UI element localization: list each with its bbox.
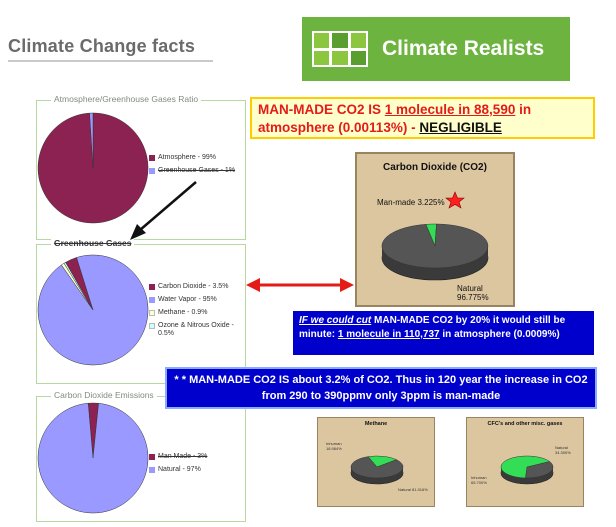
star-icon (445, 191, 465, 209)
legend-swatch (149, 155, 155, 161)
legend-label: Atmosphere - 99% (158, 154, 216, 161)
legend-label: Ozone & Nitrous Oxide - 0.5% (158, 322, 234, 337)
double-arrow-right-head (340, 278, 354, 292)
co2-man-made-label: Man-made 3.225% (377, 198, 445, 207)
co2-emissions-legend: Man Made - 3% Natural - 97% (149, 453, 244, 479)
man-made-line-1: MAN-MADE CO2 IS 1 molecule in 88,590 in (258, 101, 587, 119)
legend-item: Man Made - 3% (149, 453, 244, 461)
legend-swatch (149, 168, 155, 174)
cut-co2-message: IF we could cut MAN-MADE CO2 by 20% it w… (293, 311, 594, 355)
methane-thumbnail-title: Methane (364, 421, 388, 427)
legend-item: Natural - 97% (149, 466, 244, 474)
cfc-pie-slice-1 (525, 461, 554, 479)
greenhouse-legend: Carbon Dioxide - 3.5% Water Vapor - 95% … (149, 283, 244, 343)
greenhouse-pie-slice-2 (37, 254, 149, 366)
atmosphere-pie-slice-2 (89, 112, 94, 169)
message-text: 1 molecule in 88,590 (384, 102, 516, 117)
legend-label: Natural - 97% (158, 466, 201, 473)
methane-inhuman-label: Inhuman 18.984% (326, 441, 342, 451)
double-arrow-left-head (246, 278, 260, 292)
message-text: MAN-MADE CO2 IS (258, 102, 385, 117)
legend-swatch (149, 467, 155, 473)
man-made-percent-note: * * MAN-MADE CO2 IS about 3.2% of CO2. T… (165, 367, 597, 409)
atmosphere-panel-title: Atmosphere/Greenhouse Gases Ratio (51, 94, 202, 104)
methane-pie-slice-2 (350, 456, 404, 479)
legend-label: Methane - 0.9% (158, 309, 208, 316)
message-text: 1 molecule in 110,737 (337, 328, 440, 340)
co2-natural-text: Natural 96.775% (457, 284, 489, 302)
cfc-thumbnail-title: CFC's and other misc. gases (487, 421, 563, 427)
message-text: IF we could cut (299, 315, 372, 326)
legend-item: Water Vapor - 95% (149, 296, 244, 304)
message-text: MAN-MADE CO2 by 20% it would still be mi… (299, 315, 566, 340)
title-underline (8, 60, 213, 62)
atmosphere-legend: Atmosphere - 99% Greenhouse Gases - 1% (149, 154, 244, 180)
cfc-inhuman-label: Inhuman 65.700% (471, 475, 487, 485)
co2-emissions-pie-slice-2 (37, 402, 149, 514)
legend-item: Ozone & Nitrous Oxide - 0.5% (149, 322, 244, 338)
climate-realists-logo[interactable]: Climate Realists (302, 17, 570, 81)
message-text: atmosphere (0.00113%) - (258, 120, 420, 135)
legend-item: Atmosphere - 99% (149, 154, 244, 162)
legend-label: Man Made - 3% (158, 453, 208, 460)
page-title: Climate Change facts (8, 36, 196, 56)
co2-chart-title: Carbon Dioxide (CO2) (383, 162, 487, 173)
logo-text: Climate Realists (382, 37, 545, 60)
legend-item: Methane - 0.9% (149, 309, 244, 317)
legend-item: Greenhouse Gases - 1% (149, 167, 244, 175)
message-text: NEGLIGIBLE (419, 120, 502, 135)
legend-swatch (149, 297, 155, 303)
cfc-natural-label: Natural 34.300% (555, 445, 571, 455)
logo-grid-icon (312, 31, 368, 67)
legend-item: Carbon Dioxide - 3.5% (149, 283, 244, 291)
co2-man-made-text: Man-made 3.225% (377, 198, 445, 207)
co2-natural-label: Natural 96.775% (457, 284, 513, 302)
methane-natural-label: Natural 81.016% (398, 487, 428, 492)
cfc-pie-slice-2 (500, 455, 551, 479)
greenhouse-pie-slice-4 (63, 262, 94, 311)
connector-arrow-line (139, 181, 197, 231)
message-text: in (515, 102, 532, 117)
co2-emissions-panel-title: Carbon Dioxide Emissions (51, 390, 157, 400)
message-text: in atmosphere (0.0009%) (439, 328, 560, 340)
legend-swatch (149, 284, 155, 290)
legend-swatch (149, 454, 155, 460)
legend-swatch (149, 323, 155, 329)
legend-swatch (149, 310, 155, 316)
man-made-co2-message: MAN-MADE CO2 IS 1 molecule in 88,590 in … (250, 97, 595, 139)
greenhouse-gases-panel-title: Greenhouse Gases (51, 238, 135, 248)
legend-label: Greenhouse Gases - 1% (158, 167, 236, 174)
legend-label: Carbon Dioxide - 3.5% (158, 283, 229, 290)
legend-label: Water Vapor - 95% (158, 296, 217, 303)
man-made-line-2: atmosphere (0.00113%) - NEGLIGIBLE (258, 119, 587, 137)
co2-3d-pie-slice-2 (381, 223, 489, 269)
connector-arrow-head (130, 224, 146, 240)
